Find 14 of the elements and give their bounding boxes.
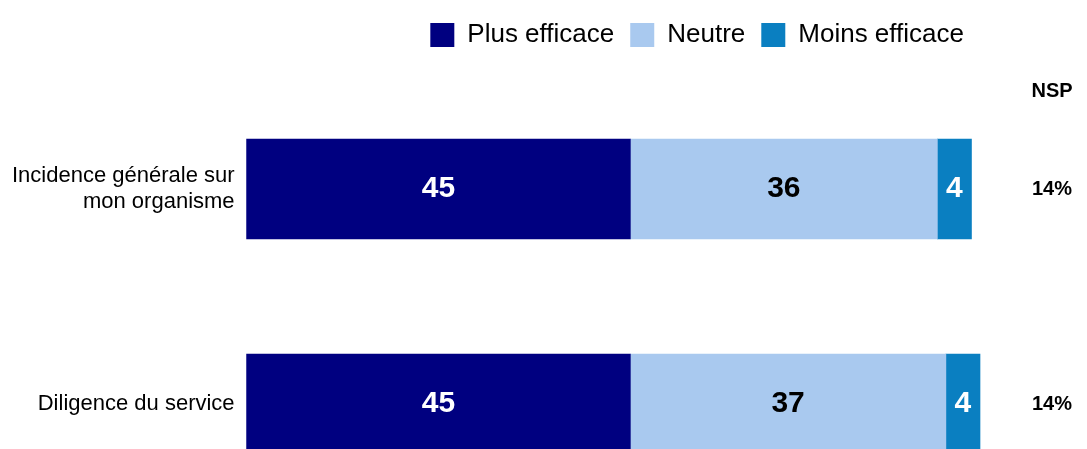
text: 14% xyxy=(1031,391,1073,414)
legend-label: Neutre xyxy=(667,18,746,49)
y-tick-label: Incidence générale sur mon organisme xyxy=(12,161,235,214)
text: 14% xyxy=(1031,176,1073,199)
legend-label: Plus efficace xyxy=(467,18,615,49)
data-label: 4 xyxy=(946,170,964,204)
data-label: 36 xyxy=(767,170,801,204)
text: NSP xyxy=(1031,78,1073,101)
data-label: 45 xyxy=(421,385,456,419)
legend-label: Moins efficace xyxy=(798,18,965,49)
data-label: 4 xyxy=(954,385,972,419)
data-label: 37 xyxy=(771,385,805,419)
data-label: 45 xyxy=(421,170,456,204)
y-tick-label: Diligence du service xyxy=(37,390,235,416)
